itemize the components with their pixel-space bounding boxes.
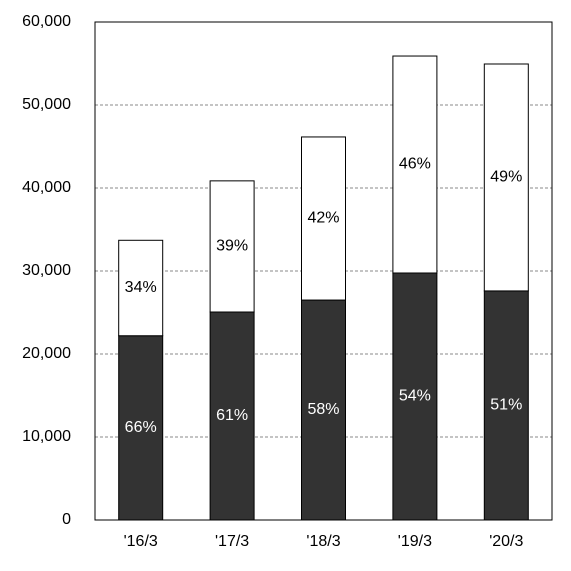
x-tick-label: '16/3 [124, 533, 158, 550]
segment-label: 46% [399, 156, 431, 173]
segment-label: 49% [490, 169, 522, 186]
y-tick-label: 60,000 [22, 13, 71, 30]
y-tick-label: 20,000 [22, 345, 71, 362]
x-tick-label: '20/3 [489, 533, 523, 550]
segment-label: 58% [307, 401, 339, 418]
x-tick-label: '18/3 [306, 533, 340, 550]
segment-label: 54% [399, 388, 431, 405]
segment-label: 42% [307, 210, 339, 227]
bar-segment [118, 239, 164, 337]
bar-segment [118, 335, 164, 521]
x-tick-label: '19/3 [398, 533, 432, 550]
bar-segment [209, 180, 255, 313]
bar-segment [483, 290, 529, 521]
bar-segment [301, 136, 346, 301]
bar-segment [392, 55, 438, 274]
segment-label: 66% [125, 419, 157, 436]
bar-segment [392, 272, 438, 521]
bar-segment [209, 311, 255, 521]
y-tick-label: 30,000 [22, 262, 71, 279]
segment-label: 51% [490, 397, 522, 414]
x-tick-label: '17/3 [215, 533, 249, 550]
bar-segment [301, 299, 346, 521]
bar-segment [483, 63, 529, 292]
segment-label: 39% [216, 238, 248, 255]
y-tick-label: 40,000 [22, 179, 71, 196]
segment-label: 61% [216, 407, 248, 424]
segment-label: 34% [125, 279, 157, 296]
y-tick-label: 10,000 [22, 428, 71, 445]
y-tick-label: 50,000 [22, 96, 71, 113]
y-tick-label: 0 [62, 511, 71, 528]
